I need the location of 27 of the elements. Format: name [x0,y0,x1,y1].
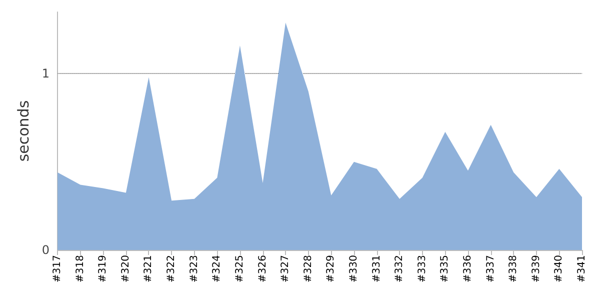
x-tick-label: #321 [143,255,154,282]
x-tick-label: #330 [348,255,360,282]
x-tick-label: #317 [52,255,64,282]
x-tick-label: #333 [416,255,428,282]
y-tick-label: 0 [42,243,50,257]
x-tick-label: #326 [257,255,268,282]
x-tick-label: #338 [508,255,520,282]
y-axis-title: seconds [14,100,32,162]
x-tick-label: #320 [120,255,132,282]
x-tick-label: #318 [74,255,86,282]
x-tick-label: #328 [302,255,314,282]
x-tick-label: #327 [280,255,292,282]
x-tick-label: #331 [371,255,382,282]
x-tick-label: #332 [394,255,406,282]
x-tick-label: #329 [326,255,337,282]
x-tick-label: #325 [234,255,246,282]
x-tick-label: #319 [98,255,109,282]
y-tick-label: 1 [42,66,50,81]
x-tick-label: #324 [212,255,223,282]
x-tick-label: #339 [530,255,542,282]
x-tick-label: #335 [440,255,451,282]
x-tick-label: #337 [485,255,496,282]
x-tick-label: #323 [188,255,200,282]
x-tick-label: #322 [166,255,178,282]
x-tick-label: #341 [576,255,588,282]
x-tick-label: #340 [554,255,565,282]
x-tick-label: #336 [462,255,474,282]
